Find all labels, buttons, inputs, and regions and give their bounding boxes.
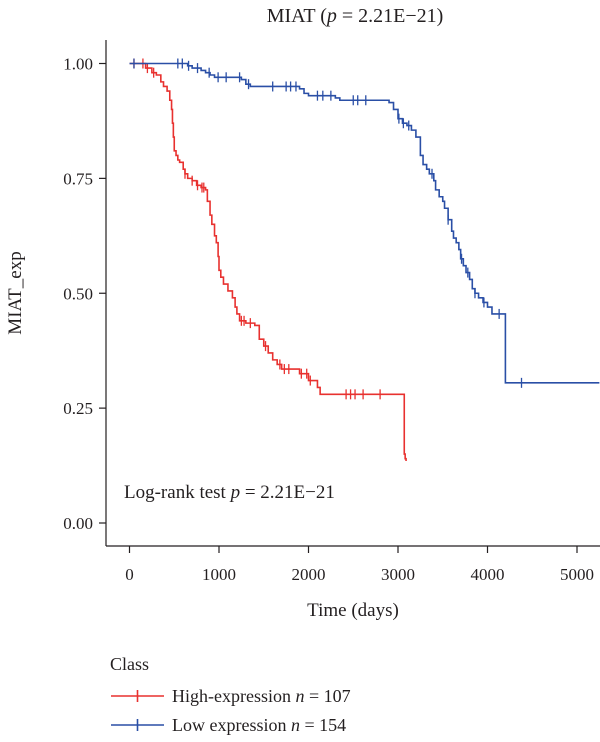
y-axis-label: MIAT_exp: [5, 251, 26, 334]
x-tick-label: 3000: [381, 565, 415, 584]
y-tick-label: 0.50: [63, 284, 93, 303]
y-tick-label: 0.00: [63, 514, 93, 533]
x-tick-label: 1000: [202, 565, 236, 584]
x-tick-label: 0: [125, 565, 134, 584]
legend-title: Class: [110, 654, 149, 674]
y-tick-label: 0.75: [63, 169, 93, 188]
legend: Class High-expression n = 107 Low expres…: [110, 654, 351, 735]
legend-label-low: Low expression n = 154: [172, 715, 346, 735]
legend-label-high: High-expression n = 107: [172, 686, 351, 706]
km-curve-low-expression: [129, 62, 600, 384]
x-tick-label: 4000: [471, 565, 505, 584]
x-tick-label: 2000: [292, 565, 326, 584]
y-tick-label: 1.00: [63, 55, 93, 74]
x-axis-label: Time (days): [307, 600, 399, 621]
logrank-annotation: Log-rank test p = 2.21E−21: [124, 482, 335, 503]
y-tick-label: 0.25: [63, 399, 93, 418]
curves-layer: [129, 58, 600, 461]
km-curve-high-expression: [129, 62, 407, 461]
x-axis-ticks: 0 1000 2000 3000 4000 5000: [125, 546, 594, 584]
x-tick-label: 5000: [560, 565, 594, 584]
chart-title: MIAT (p = 2.21E−21): [267, 5, 444, 27]
y-axis-ticks: 0.00 0.25 0.50 0.75 1.00: [63, 55, 106, 533]
